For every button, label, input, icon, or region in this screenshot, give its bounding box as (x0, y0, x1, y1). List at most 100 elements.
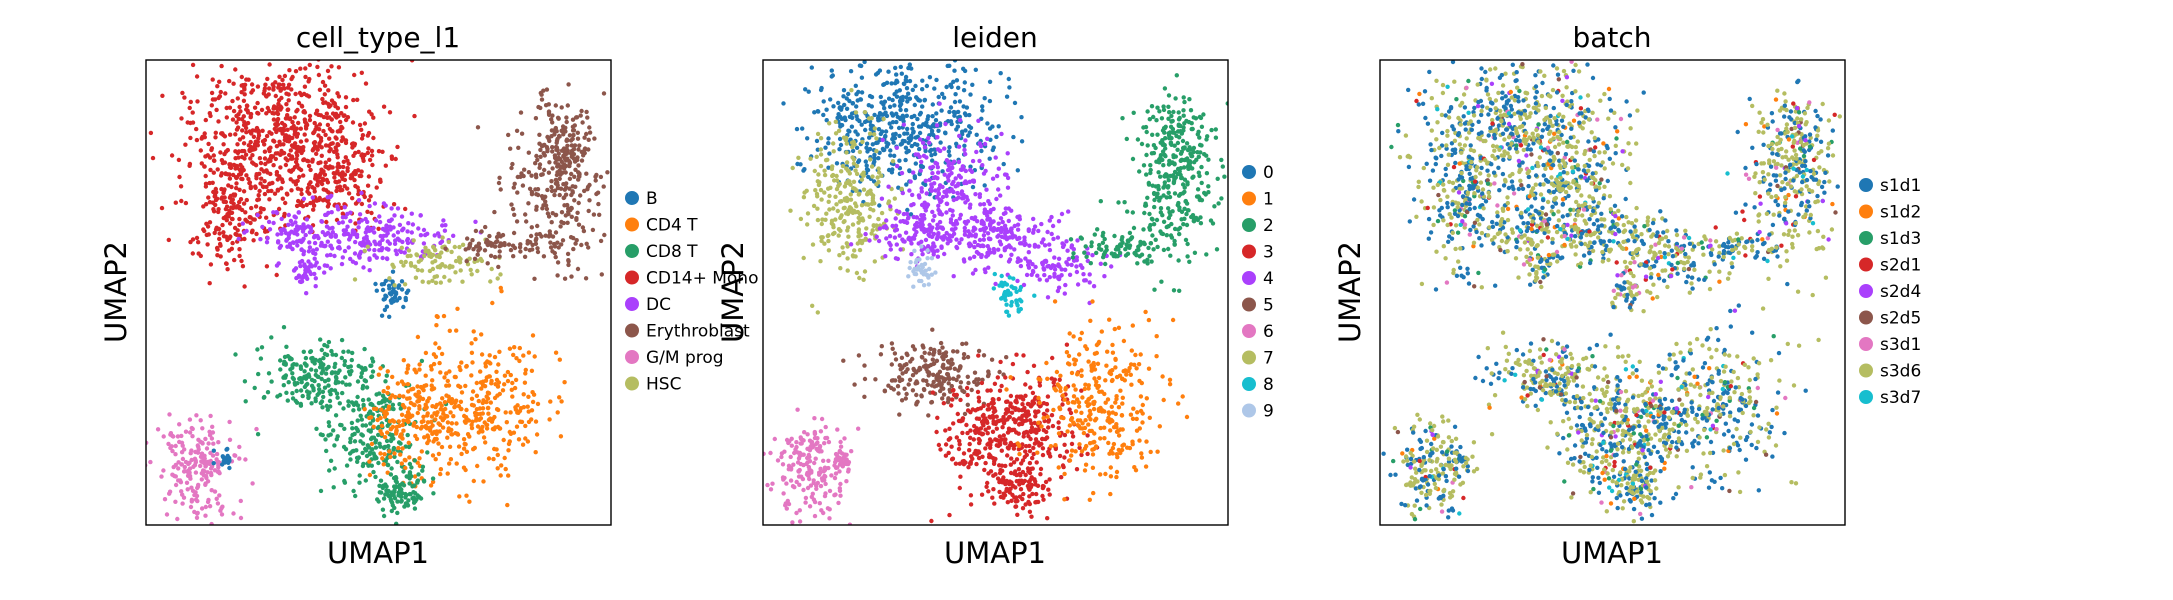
data-point (568, 151, 574, 156)
data-point (189, 425, 194, 431)
data-point (827, 121, 832, 126)
data-point (801, 168, 806, 173)
data-point (985, 213, 990, 218)
data-point (505, 502, 510, 508)
data-point (497, 175, 502, 180)
data-point (574, 238, 579, 243)
data-point (320, 389, 326, 394)
data-point (911, 129, 916, 134)
data-point (839, 169, 844, 174)
data-point (567, 133, 573, 138)
data-point (996, 166, 1001, 171)
data-point (962, 180, 967, 186)
data-point (294, 224, 300, 229)
data-point (505, 378, 511, 384)
data-point (235, 96, 240, 101)
data-point (526, 201, 531, 206)
data-point (324, 403, 329, 409)
data-point (367, 157, 373, 163)
data-point (828, 185, 833, 190)
data-point (369, 441, 375, 447)
data-point (982, 183, 987, 188)
data-point (425, 420, 431, 425)
data-point (368, 194, 373, 199)
data-point (317, 390, 322, 396)
data-point (312, 240, 318, 246)
data-point (365, 443, 370, 448)
data-point (349, 420, 355, 426)
data-point (916, 264, 921, 269)
data-point (391, 225, 396, 230)
data-point (249, 82, 255, 87)
data-point (209, 90, 215, 96)
y-axis-label: UMAP2 (99, 241, 133, 343)
data-point (537, 162, 543, 167)
data-point (370, 359, 376, 364)
data-point (460, 279, 465, 284)
data-point (189, 499, 194, 504)
data-point (1168, 212, 1173, 218)
data-point (387, 419, 393, 424)
data-point (523, 212, 528, 217)
legend-label: B (646, 189, 658, 209)
data-point (977, 158, 982, 164)
data-point (967, 231, 973, 237)
data-point (474, 380, 479, 386)
data-point (919, 189, 924, 194)
data-point (832, 230, 837, 236)
data-point (328, 404, 333, 409)
data-point (514, 424, 520, 429)
data-point (161, 434, 166, 439)
data-point (812, 168, 817, 174)
data-point (230, 240, 235, 246)
data-point (290, 119, 295, 125)
data-point (264, 94, 269, 99)
data-point (906, 274, 911, 279)
data-point (422, 435, 427, 440)
data-point (1009, 284, 1014, 289)
data-point (547, 417, 552, 422)
data-point (575, 210, 580, 215)
data-point (819, 85, 824, 91)
data-point (306, 79, 311, 84)
data-point (398, 432, 404, 437)
data-point (421, 227, 427, 233)
data-point (341, 349, 346, 354)
data-point (875, 175, 880, 180)
data-point (510, 394, 515, 399)
data-point (301, 196, 307, 201)
data-point (502, 455, 507, 461)
data-point (859, 203, 865, 208)
data-point (598, 238, 604, 244)
data-point (402, 457, 407, 463)
data-point (209, 472, 214, 478)
data-point (494, 407, 500, 412)
data-point (355, 459, 360, 464)
data-point (1098, 199, 1104, 204)
data-point (469, 350, 475, 355)
data-point (1066, 209, 1071, 214)
data-point (352, 229, 357, 235)
data-point (585, 184, 591, 190)
data-point (417, 397, 422, 402)
data-point (277, 139, 282, 144)
data-point (430, 378, 435, 383)
data-point (1162, 152, 1167, 158)
data-point (361, 461, 366, 467)
data-point (340, 390, 345, 396)
data-point (324, 111, 329, 116)
data-point (1005, 151, 1010, 156)
data-point (833, 217, 838, 222)
data-point (559, 159, 564, 164)
data-point (351, 153, 356, 158)
data-point (535, 401, 541, 407)
data-point (236, 116, 241, 122)
data-point (981, 237, 986, 242)
data-point (1149, 104, 1155, 109)
data-point (935, 175, 940, 181)
data-point (1019, 139, 1025, 144)
data-point (526, 170, 532, 175)
data-point (985, 231, 991, 236)
data-point (601, 184, 606, 189)
data-point (289, 156, 294, 161)
